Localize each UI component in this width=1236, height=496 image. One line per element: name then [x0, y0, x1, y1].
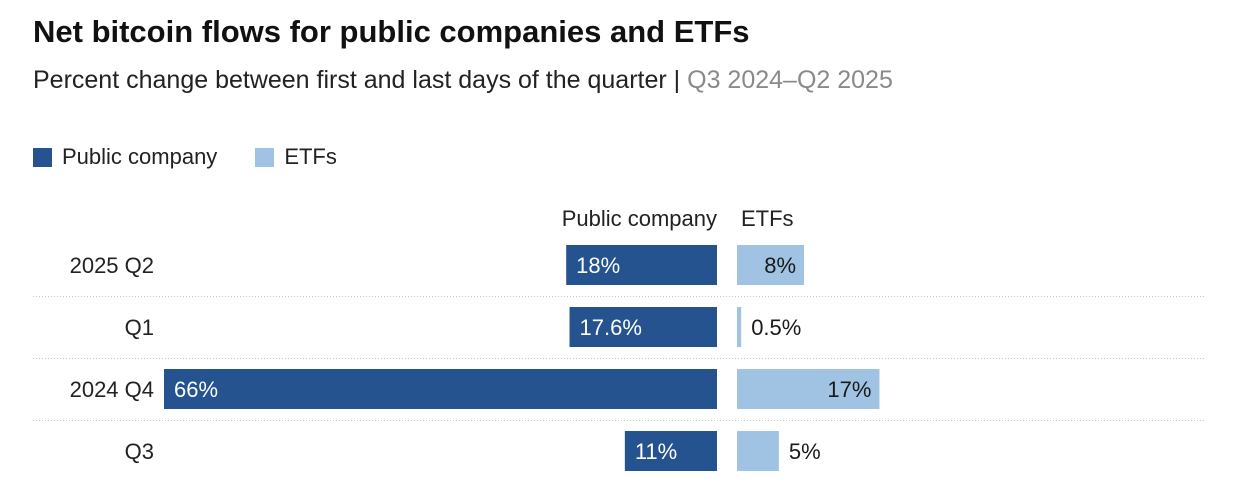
- subtitle-date-range: Q3 2024–Q2 2025: [687, 66, 893, 94]
- bar-public-company-2024-q4: [164, 369, 717, 409]
- chart-title: Net bitcoin flows for public companies a…: [33, 14, 750, 49]
- bar-public-company-2025-q2: [566, 245, 717, 285]
- subtitle-text: Percent change between first and last da…: [33, 66, 667, 94]
- legend-item-public-company: Public company: [33, 144, 217, 170]
- legend-swatch-public-company: [33, 147, 52, 167]
- data-label-etfs-q1: 0.5%: [751, 315, 801, 340]
- bar-etfs-q3: [737, 431, 779, 471]
- legend-item-etfs: ETFs: [255, 144, 337, 170]
- column-header-etfs: ETFs: [741, 206, 794, 231]
- data-label-public-company-q3: 11%: [635, 439, 677, 464]
- data-label-etfs-2025-q2: 8%: [764, 253, 796, 278]
- column-header-public-company: Public company: [562, 206, 717, 231]
- data-label-etfs-2024-q4: 17%: [827, 377, 871, 402]
- data-label-public-company-q1: 17.6%: [580, 315, 642, 340]
- bar-etfs-2025-q2: [737, 245, 805, 285]
- data-label-etfs-q3: 5%: [789, 439, 821, 464]
- category-label-2024-q4: 2024 Q4: [70, 377, 154, 402]
- data-label-public-company-2025-q2: 18%: [576, 253, 620, 278]
- category-label-2025-q2: 2025 Q2: [70, 253, 154, 278]
- category-label-q1: Q1: [125, 315, 154, 340]
- legend-label-etfs: ETFs: [284, 144, 337, 169]
- bar-etfs-q1: [737, 307, 742, 347]
- bar-public-company-q1: [569, 307, 717, 347]
- chart-legend: Public company ETFs: [33, 142, 375, 172]
- legend-swatch-etfs: [255, 147, 275, 167]
- chart-subtitle: Percent change between first and last da…: [33, 66, 893, 95]
- bar-etfs-2024-q4: [737, 369, 880, 409]
- legend-label-public-company: Public company: [62, 144, 218, 169]
- category-label-q3: Q3: [125, 439, 154, 464]
- bar-public-company-q3: [624, 431, 717, 471]
- subtitle-separator: |: [673, 66, 681, 94]
- bar-chart: Public company ETFs 2025 Q2 18% 8% Q1 17.6% 0.5…: [33, 206, 1206, 471]
- data-label-public-company-2024-q4: 66%: [174, 377, 218, 402]
